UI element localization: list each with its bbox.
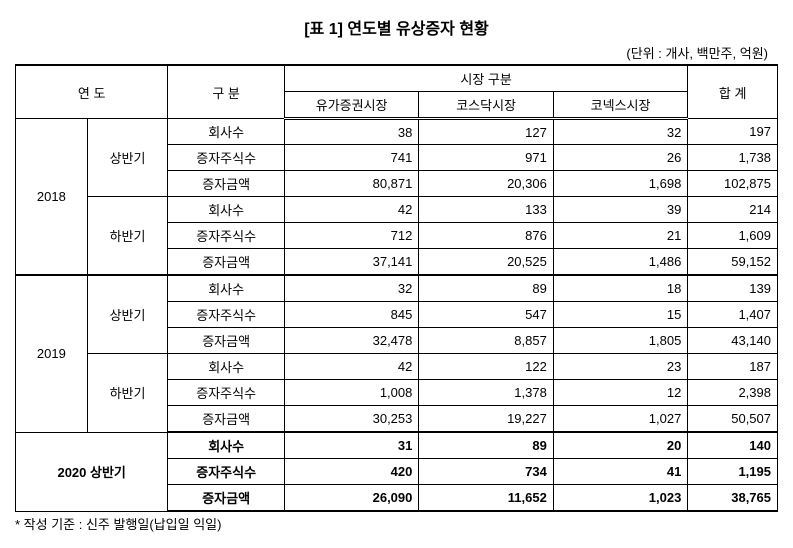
cell: 89 — [419, 275, 553, 302]
cell: 32 — [553, 119, 687, 145]
cell: 89 — [419, 432, 553, 459]
cell: 32,478 — [284, 328, 418, 354]
cell: 21 — [553, 223, 687, 249]
cell: 26,090 — [284, 485, 418, 512]
cell: 197 — [688, 119, 778, 145]
cell: 2,398 — [688, 380, 778, 406]
cell: 23 — [553, 354, 687, 380]
cell: 845 — [284, 302, 418, 328]
cell: 420 — [284, 459, 418, 485]
cell: 1,486 — [553, 249, 687, 276]
cell: 102,875 — [688, 171, 778, 197]
metric-cnt: 회사수 — [168, 119, 285, 145]
cell: 38,765 — [688, 485, 778, 512]
cell: 741 — [284, 145, 418, 171]
metric-shr: 증자주식수 — [168, 459, 285, 485]
metric-amt: 증자금액 — [168, 249, 285, 276]
cell: 50,507 — [688, 406, 778, 433]
metric-shr: 증자주식수 — [168, 302, 285, 328]
cell: 43,140 — [688, 328, 778, 354]
cell: 876 — [419, 223, 553, 249]
cell: 1,195 — [688, 459, 778, 485]
capital-increase-table: 연 도 구 분 시장 구분 합 계 유가증권시장 코스닥시장 코넥스시장 201… — [15, 64, 778, 512]
cell: 734 — [419, 459, 553, 485]
cell: 18 — [553, 275, 687, 302]
cell: 1,008 — [284, 380, 418, 406]
cell: 19,227 — [419, 406, 553, 433]
cell: 1,738 — [688, 145, 778, 171]
hdr-category: 구 분 — [168, 65, 285, 119]
hdr-m3: 코넥스시장 — [553, 92, 687, 119]
metric-shr: 증자주식수 — [168, 145, 285, 171]
year-2019: 2019 — [16, 275, 88, 432]
cell: 122 — [419, 354, 553, 380]
hdr-m1: 유가증권시장 — [284, 92, 418, 119]
period-2019h2: 하반기 — [87, 354, 168, 433]
year-2020h1: 2020 상반기 — [16, 432, 168, 511]
metric-cnt: 회사수 — [168, 275, 285, 302]
cell: 20 — [553, 432, 687, 459]
cell: 187 — [688, 354, 778, 380]
cell: 1,378 — [419, 380, 553, 406]
hdr-market: 시장 구분 — [284, 65, 687, 92]
cell: 42 — [284, 197, 418, 223]
cell: 133 — [419, 197, 553, 223]
metric-shr: 증자주식수 — [168, 380, 285, 406]
cell: 39 — [553, 197, 687, 223]
cell: 15 — [553, 302, 687, 328]
metric-amt: 증자금액 — [168, 485, 285, 512]
cell: 140 — [688, 432, 778, 459]
cell: 1,698 — [553, 171, 687, 197]
footnote: * 작성 기준 : 신주 발행일(납입일 익일) — [15, 514, 778, 533]
cell: 971 — [419, 145, 553, 171]
metric-cnt: 회사수 — [168, 354, 285, 380]
table-title: [표 1] 연도별 유상증자 현황 — [15, 15, 778, 39]
cell: 1,027 — [553, 406, 687, 433]
period-2018h1: 상반기 — [87, 119, 168, 197]
cell: 41 — [553, 459, 687, 485]
cell: 1,609 — [688, 223, 778, 249]
cell: 1,023 — [553, 485, 687, 512]
cell: 37,141 — [284, 249, 418, 276]
metric-amt: 증자금액 — [168, 406, 285, 433]
cell: 31 — [284, 432, 418, 459]
cell: 42 — [284, 354, 418, 380]
cell: 20,525 — [419, 249, 553, 276]
metric-amt: 증자금액 — [168, 328, 285, 354]
cell: 59,152 — [688, 249, 778, 276]
cell: 8,857 — [419, 328, 553, 354]
period-2018h2: 하반기 — [87, 197, 168, 276]
hdr-total: 합 계 — [688, 65, 778, 119]
unit-label: (단위 : 개사, 백만주, 억원) — [15, 43, 778, 62]
cell: 26 — [553, 145, 687, 171]
hdr-year: 연 도 — [16, 65, 168, 119]
cell: 38 — [284, 119, 418, 145]
hdr-m2: 코스닥시장 — [419, 92, 553, 119]
cell: 712 — [284, 223, 418, 249]
cell: 1,407 — [688, 302, 778, 328]
cell: 127 — [419, 119, 553, 145]
cell: 1,805 — [553, 328, 687, 354]
cell: 11,652 — [419, 485, 553, 512]
metric-amt: 증자금액 — [168, 171, 285, 197]
cell: 139 — [688, 275, 778, 302]
year-2018: 2018 — [16, 119, 88, 276]
cell: 20,306 — [419, 171, 553, 197]
cell: 547 — [419, 302, 553, 328]
metric-cnt: 회사수 — [168, 197, 285, 223]
period-2019h1: 상반기 — [87, 275, 168, 354]
cell: 214 — [688, 197, 778, 223]
metric-shr: 증자주식수 — [168, 223, 285, 249]
cell: 80,871 — [284, 171, 418, 197]
cell: 12 — [553, 380, 687, 406]
cell: 32 — [284, 275, 418, 302]
metric-cnt: 회사수 — [168, 432, 285, 459]
cell: 30,253 — [284, 406, 418, 433]
